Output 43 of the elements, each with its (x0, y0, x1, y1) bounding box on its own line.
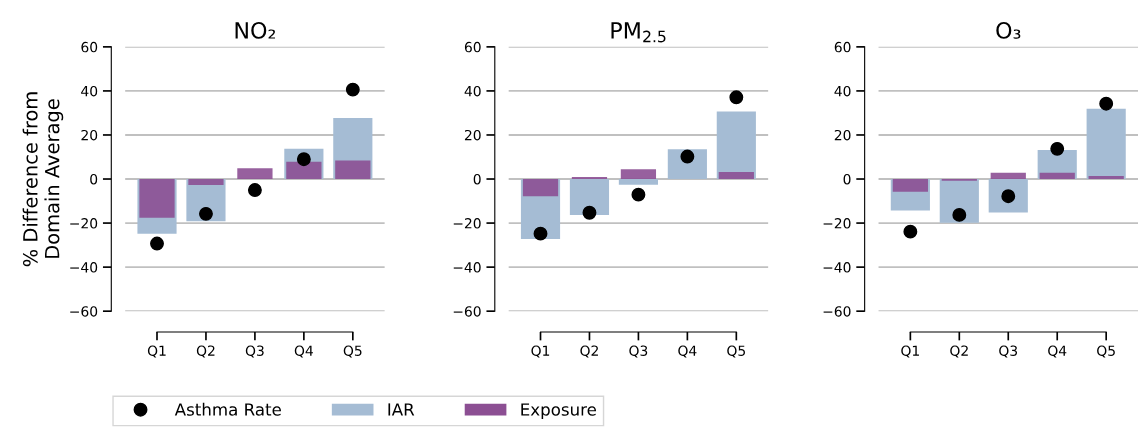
x-tick-label: Q5 (727, 345, 745, 358)
chart-title: O₃ (996, 22, 1021, 39)
x-tick-label: Q3 (245, 345, 264, 358)
y-tick-label: 0 (843, 173, 851, 185)
y-tick-label: −20 (70, 218, 98, 229)
y-tick-label: −60 (453, 306, 481, 317)
y-axis-title: % Difference from Domain Average (22, 92, 64, 267)
y-tick-label: 20 (834, 129, 851, 141)
x-tick-label: Q1 (531, 345, 550, 358)
x-tick-label: Q2 (196, 345, 215, 358)
x-tick-label: Q5 (343, 345, 362, 358)
y-tick-label: −20 (453, 218, 481, 229)
x-tick-label: Q3 (629, 345, 648, 358)
y-tick-label: −40 (70, 262, 98, 273)
y-tick-label: 20 (81, 129, 98, 141)
x-tick-label: Q4 (678, 345, 697, 358)
y-tick-label: 40 (834, 85, 851, 97)
legend-label: IAR (388, 403, 415, 416)
x-tick-label: Q1 (147, 345, 166, 358)
legend-label: Asthma Rate (174, 402, 281, 416)
x-tick-label: Q2 (580, 345, 598, 358)
x-tick-label: Q1 (901, 345, 919, 358)
y-tick-label: 60 (834, 41, 851, 53)
y-tick-label: −60 (70, 306, 98, 317)
y-tick-label: 0 (90, 173, 98, 185)
y-tick-label: 60 (464, 41, 481, 53)
x-tick-label: Q4 (1048, 345, 1067, 358)
x-tick-label: Q4 (294, 345, 313, 358)
chart-title: PM$_{2.5}$ (611, 22, 666, 43)
y-tick-label: −60 (823, 306, 851, 317)
y-tick-label: 60 (81, 41, 98, 53)
x-tick-label: Q5 (1097, 345, 1115, 358)
y-tick-label: −20 (823, 218, 851, 229)
chart-title: NO₂ (235, 22, 276, 39)
y-tick-label: 40 (81, 85, 98, 97)
y-tick-label: 0 (473, 173, 481, 185)
y-tick-label: 40 (464, 85, 481, 97)
y-tick-label: −40 (823, 262, 851, 273)
x-tick-label: Q3 (999, 345, 1018, 358)
y-tick-label: 20 (464, 129, 481, 141)
y-tick-label: −40 (453, 262, 481, 273)
x-tick-label: Q2 (950, 345, 968, 358)
legend-label: Exposure (521, 403, 596, 419)
